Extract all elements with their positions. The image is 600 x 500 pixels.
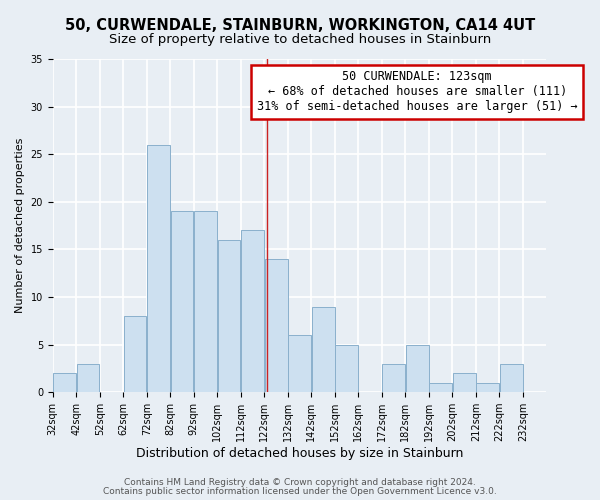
Text: 50, CURWENDALE, STAINBURN, WORKINGTON, CA14 4UT: 50, CURWENDALE, STAINBURN, WORKINGTON, C…: [65, 18, 535, 32]
Bar: [335, 344, 358, 392]
Bar: [241, 230, 264, 392]
Bar: [312, 306, 335, 392]
X-axis label: Distribution of detached houses by size in Stainburn: Distribution of detached houses by size …: [136, 447, 463, 460]
Bar: [406, 344, 428, 392]
Bar: [53, 373, 76, 392]
Bar: [170, 212, 193, 392]
Text: Contains HM Land Registry data © Crown copyright and database right 2024.: Contains HM Land Registry data © Crown c…: [124, 478, 476, 487]
Text: 50 CURWENDALE: 123sqm
← 68% of detached houses are smaller (111)
31% of semi-det: 50 CURWENDALE: 123sqm ← 68% of detached …: [257, 70, 577, 114]
Bar: [147, 144, 170, 392]
Bar: [288, 335, 311, 392]
Bar: [218, 240, 241, 392]
Bar: [265, 259, 287, 392]
Bar: [77, 364, 100, 392]
Bar: [476, 382, 499, 392]
Y-axis label: Number of detached properties: Number of detached properties: [15, 138, 25, 314]
Bar: [194, 212, 217, 392]
Text: Contains public sector information licensed under the Open Government Licence v3: Contains public sector information licen…: [103, 487, 497, 496]
Bar: [500, 364, 523, 392]
Bar: [382, 364, 405, 392]
Bar: [429, 382, 452, 392]
Bar: [453, 373, 476, 392]
Bar: [124, 316, 146, 392]
Text: Size of property relative to detached houses in Stainburn: Size of property relative to detached ho…: [109, 32, 491, 46]
